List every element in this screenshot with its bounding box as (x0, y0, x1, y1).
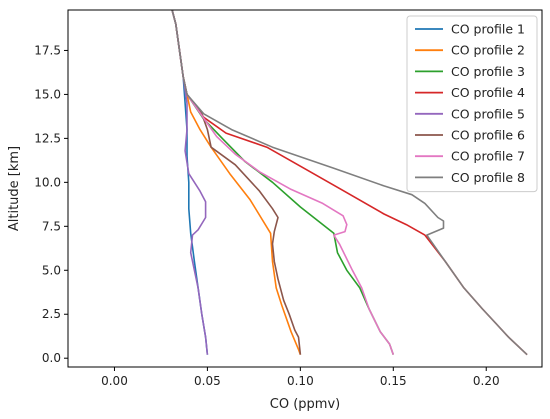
legend: CO profile 1 CO profile 2 CO profile 3 CO p… (406, 15, 538, 193)
series-line-2 (171, 10, 302, 355)
legend-label-1: CO profile 1 (451, 22, 525, 37)
y-tick-label: 12.5 (34, 131, 61, 145)
y-tick-label: 0.0 (42, 351, 61, 365)
legend-label-8: CO profile 8 (451, 170, 525, 185)
y-axis: 0.0 2.5 5.0 7.5 10.0 12.5 15.0 17.5 (34, 43, 68, 365)
legend-label-4: CO profile 4 (451, 85, 525, 100)
series-line-1 (171, 10, 209, 355)
x-tick-label: 0.00 (101, 374, 128, 388)
y-tick-label: 10.0 (34, 175, 61, 189)
series-line-8 (171, 10, 528, 356)
y-axis-label: Altitude [km] (7, 146, 22, 231)
x-tick-label: 0.05 (194, 374, 221, 388)
legend-label-2: CO profile 2 (451, 43, 525, 58)
y-tick-label: 2.5 (42, 307, 61, 321)
x-axis: 0.00 0.05 0.10 0.15 0.20 (101, 367, 500, 388)
x-tick-label: 0.10 (287, 374, 314, 388)
y-tick-label: 15.0 (34, 87, 61, 101)
x-axis-label: CO (ppmv) (270, 397, 340, 412)
plot-frame (67, 9, 543, 368)
legend-box (406, 15, 538, 193)
legend-label-5: CO profile 5 (451, 106, 525, 121)
x-tick-label: 0.15 (380, 374, 407, 388)
series-line-3 (171, 10, 395, 355)
y-tick-label: 17.5 (34, 43, 61, 57)
series-line-7 (171, 10, 395, 355)
legend-label-7: CO profile 7 (451, 149, 525, 164)
plot-lines (171, 10, 528, 356)
y-tick-label: 5.0 (42, 263, 61, 277)
y-tick-label: 7.5 (42, 219, 61, 233)
legend-label-3: CO profile 3 (451, 64, 525, 79)
series-line-5 (171, 10, 209, 355)
x-tick-label: 0.20 (473, 374, 500, 388)
legend-label-6: CO profile 6 (451, 128, 525, 143)
